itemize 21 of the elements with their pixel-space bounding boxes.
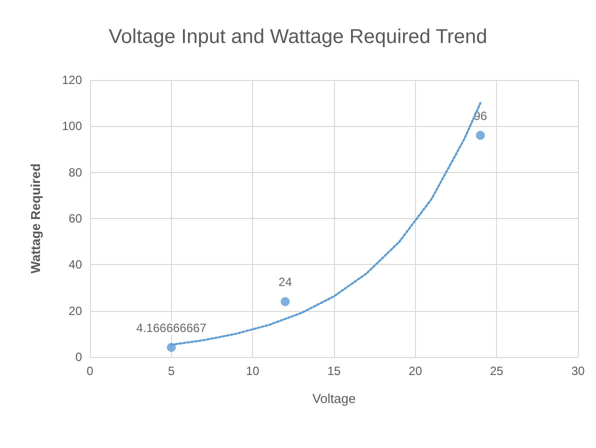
y-tick-label: 0 [75,350,82,364]
y-tick-label: 120 [62,73,82,87]
data-label: 24 [278,275,292,290]
x-tick-label: 15 [327,364,341,378]
chart-title: Voltage Input and Wattage Required Trend [108,26,488,48]
point [280,297,290,306]
y-tick-label: 80 [68,165,82,180]
x-tick-label: 30 [571,364,585,378]
x-tick-label: 20 [408,364,422,378]
point [476,130,485,140]
y-tick-label: 40 [68,258,82,272]
data-label: 4.166666667 [136,320,207,335]
x-tick-label: 5 [168,364,175,378]
x-tick-label: 10 [246,364,260,378]
y-tick-label: 100 [62,119,82,134]
x-tick-label: 25 [490,364,504,378]
y-axis-title: Wattage Required [28,163,43,274]
x-axis-title: Voltage [312,391,356,406]
y-tick-label: 60 [68,212,82,226]
x-tick-label: 0 [86,364,94,378]
y-tick-label: 20 [68,304,82,318]
